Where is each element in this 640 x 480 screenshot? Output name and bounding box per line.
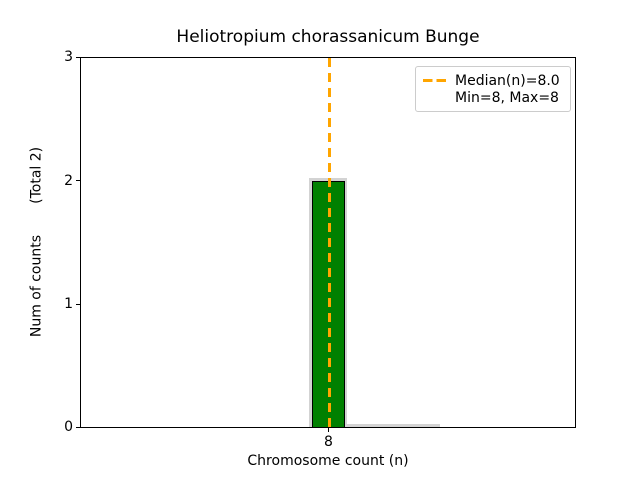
median-line xyxy=(328,58,331,427)
y-tick-mark xyxy=(76,57,80,59)
x-tick-label: 8 xyxy=(324,434,333,450)
y-tick-mark xyxy=(76,180,80,182)
y-tick-label: 0 xyxy=(64,419,73,435)
legend-row-median: Median(n)=8.0 xyxy=(423,72,563,89)
underlay-strip-gray xyxy=(347,424,440,427)
x-axis-label: Chromosome count (n) xyxy=(247,453,409,469)
legend-minmax-label: Min=8, Max=8 xyxy=(455,89,559,106)
legend-median-label: Median(n)=8.0 xyxy=(455,72,560,89)
plot-area: Median(n)=8.0 Min=8, Max=8 xyxy=(80,57,576,428)
x-tick-mark xyxy=(328,428,330,432)
y-tick-mark xyxy=(76,427,80,429)
y-tick-label: 1 xyxy=(64,296,73,312)
chart-title: Heliotropium chorassanicum Bunge xyxy=(176,27,480,47)
legend-handle-spacer xyxy=(423,96,446,99)
legend: Median(n)=8.0 Min=8, Max=8 xyxy=(415,66,571,112)
y-axis-label: Num of counts (Total 2) xyxy=(28,146,45,338)
y-tick-label: 2 xyxy=(64,173,73,189)
legend-row-minmax: Min=8, Max=8 xyxy=(423,89,563,106)
dashed-line-icon xyxy=(423,79,446,82)
y-tick-label: 3 xyxy=(64,49,73,65)
y-tick-mark xyxy=(76,304,80,306)
